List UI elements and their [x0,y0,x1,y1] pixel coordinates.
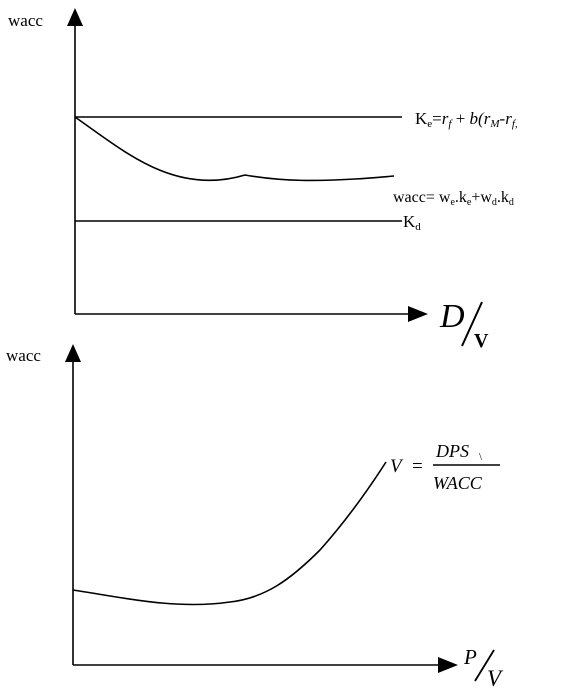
top-y-axis-label: wacc [8,11,43,30]
top-x-axis-fraction-slash [461,301,483,347]
bottom-y-axis-arrowhead [65,344,81,362]
bottom-x-axis-numerator: P [463,645,477,669]
top-y-axis-arrowhead [67,8,83,26]
wacc-curve [74,116,395,182]
bottom-x-axis-fraction-slash [474,649,495,682]
value-curve [72,461,387,606]
formula-equals: = [412,456,423,477]
formula-lhs: V [390,456,404,477]
ke-label: Ke=rf + b(rM-rf, [415,109,518,130]
bottom-graph: wacc P V V = DPS \ WACC [6,344,504,691]
bottom-x-axis-denominator: V [487,666,504,691]
formula-numerator: DPS [435,441,469,461]
kd-label: Kd [403,212,421,233]
top-x-axis-arrowhead [408,306,428,322]
wacc-label: wacc= we.ke+wd.kd [393,189,514,208]
bottom-x-axis-label: P V [463,645,504,691]
formula-numerator-sub: \ [479,451,483,463]
bottom-y-axis-label: wacc [6,346,41,365]
top-x-axis-denominator: V [474,330,489,352]
bottom-x-axis-arrowhead [438,657,458,673]
top-x-axis-numerator: D [439,298,465,335]
top-x-axis-label: D V [439,298,489,352]
value-formula: V = DPS \ WACC [390,441,500,493]
formula-denominator: WACC [433,473,483,493]
top-graph: wacc D V Ke=rf + b(rM-rf, wacc= we.ke+wd… [8,8,518,352]
